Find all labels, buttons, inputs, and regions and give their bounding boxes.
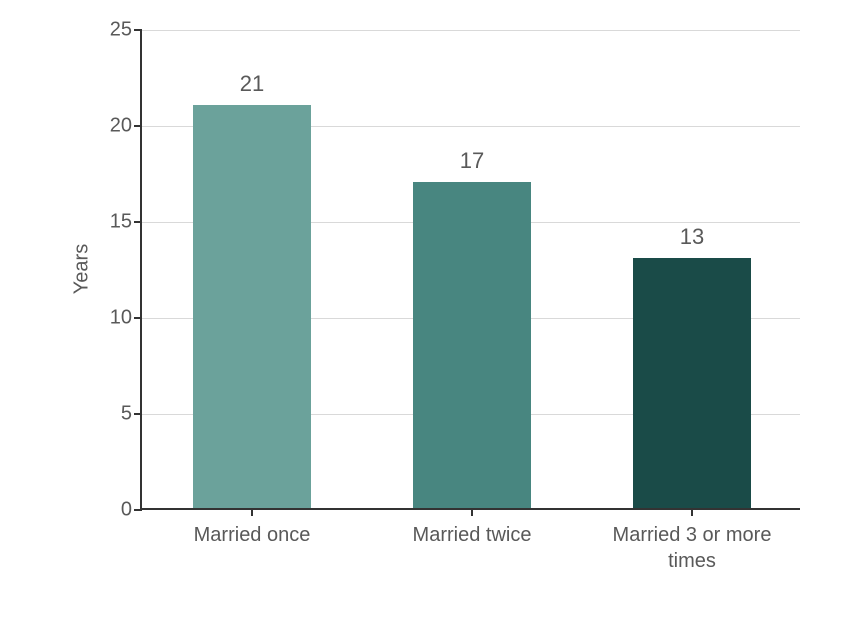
chart-container: Years 0 5 10 15 20 25 21 Married once 17 Married … xyxy=(60,20,820,600)
y-tick-mark xyxy=(134,125,142,127)
x-tick-mark xyxy=(251,508,253,516)
bar: 17 xyxy=(413,182,532,508)
gridline xyxy=(142,30,800,31)
y-axis-label: Years xyxy=(71,244,94,294)
y-tick-mark xyxy=(134,413,142,415)
bar-value-label: 17 xyxy=(460,148,484,174)
x-tick-label: Married 3 or moretimes xyxy=(582,522,802,574)
y-tick-mark xyxy=(134,317,142,319)
x-tick-label: Married twice xyxy=(362,522,582,548)
y-tick-mark xyxy=(134,509,142,511)
x-tick-mark xyxy=(471,508,473,516)
y-tick-label: 10 xyxy=(92,307,132,330)
plot-area: Years 051015202521Married once17Married … xyxy=(140,30,800,510)
y-tick-label: 25 xyxy=(92,19,132,42)
bar-value-label: 21 xyxy=(240,71,264,97)
bar: 21 xyxy=(193,105,312,508)
y-tick-label: 0 xyxy=(92,499,132,522)
y-tick-label: 15 xyxy=(92,211,132,234)
y-tick-label: 5 xyxy=(92,403,132,426)
bar-value-label: 13 xyxy=(680,224,704,250)
y-tick-label: 20 xyxy=(92,115,132,138)
x-tick-mark xyxy=(691,508,693,516)
bar: 13 xyxy=(633,258,752,508)
y-tick-mark xyxy=(134,29,142,31)
x-tick-label: Married once xyxy=(142,522,362,548)
y-tick-mark xyxy=(134,221,142,223)
